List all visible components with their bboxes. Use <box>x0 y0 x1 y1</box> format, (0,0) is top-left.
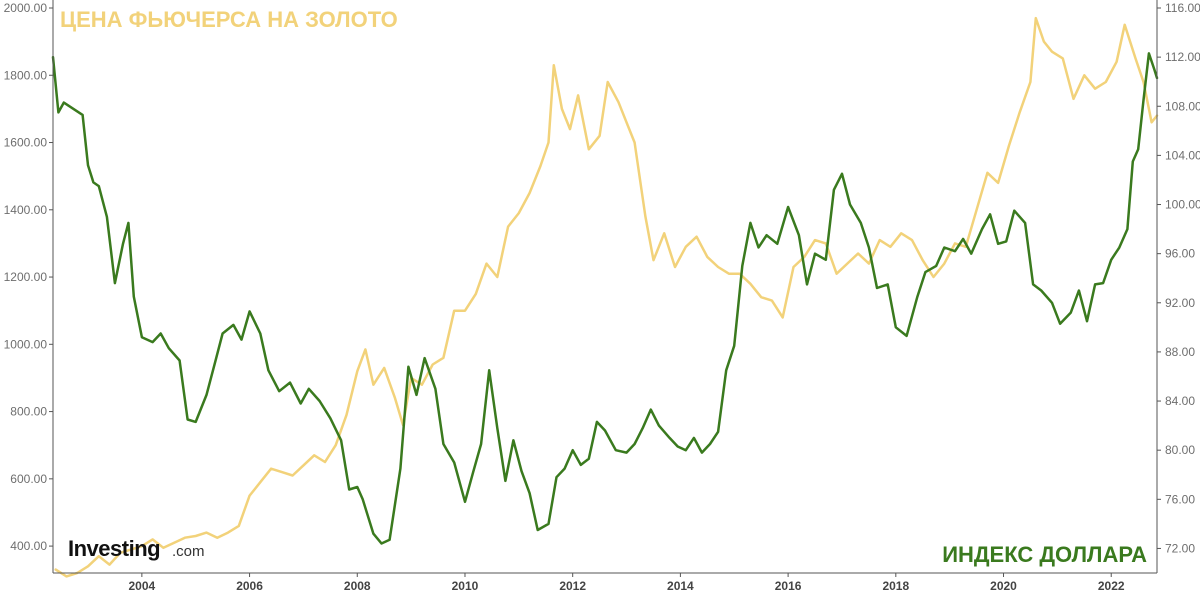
left-tick-label: 1800.00 <box>4 68 48 82</box>
right-tick-label: 72.00 <box>1165 541 1195 555</box>
right-tick-label: 108.00 <box>1165 99 1200 113</box>
dollar-index-title: ИНДЕКС ДОЛЛАРА <box>942 542 1147 567</box>
right-tick-label: 112.00 <box>1165 50 1200 64</box>
dollar-index-line <box>51 52 1159 545</box>
brand-name: Investing <box>68 536 160 561</box>
x-tick-label: 2016 <box>775 579 802 593</box>
x-tick-label: 2018 <box>882 579 909 593</box>
left-tick-label: 1600.00 <box>4 136 48 150</box>
x-tick-label: 2022 <box>1098 579 1125 593</box>
investing-logo: Investing .com <box>68 536 205 561</box>
x-tick-label: 2008 <box>344 579 371 593</box>
right-tick-label: 116.00 <box>1165 1 1200 15</box>
left-tick-label: 2000.00 <box>4 1 48 15</box>
left-tick-label: 800.00 <box>10 405 47 419</box>
gold-title: ЦЕНА ФЬЮЧЕРСА НА ЗОЛОТО <box>60 7 398 32</box>
right-tick-label: 104.00 <box>1165 148 1200 162</box>
x-tick-label: 2020 <box>990 579 1017 593</box>
left-tick-label: 600.00 <box>10 472 47 486</box>
right-tick-label: 84.00 <box>1165 394 1195 408</box>
x-tick-label: 2004 <box>129 579 156 593</box>
right-tick-label: 100.00 <box>1165 198 1200 212</box>
right-tick-label: 96.00 <box>1165 247 1195 261</box>
left-tick-label: 1000.00 <box>4 337 48 351</box>
right-tick-label: 80.00 <box>1165 443 1195 457</box>
x-tick-label: 2010 <box>452 579 479 593</box>
x-tick-label: 2006 <box>236 579 263 593</box>
x-tick-label: 2012 <box>559 579 586 593</box>
brand-suffix: .com <box>172 543 205 560</box>
series-layer <box>51 16 1159 578</box>
left-tick-label: 1200.00 <box>4 270 48 284</box>
gold-price-line <box>54 16 1159 578</box>
right-tick-label: 92.00 <box>1165 296 1195 310</box>
right-tick-label: 76.00 <box>1165 492 1195 506</box>
right-tick-label: 88.00 <box>1165 345 1195 359</box>
axes-layer: 2000.00 1800.00 1600.00 1400.00 1200.00 1000.… <box>4 0 1200 593</box>
left-tick-label: 1400.00 <box>4 203 48 217</box>
left-tick-label: 400.00 <box>10 539 47 553</box>
x-tick-label: 2014 <box>667 579 694 593</box>
